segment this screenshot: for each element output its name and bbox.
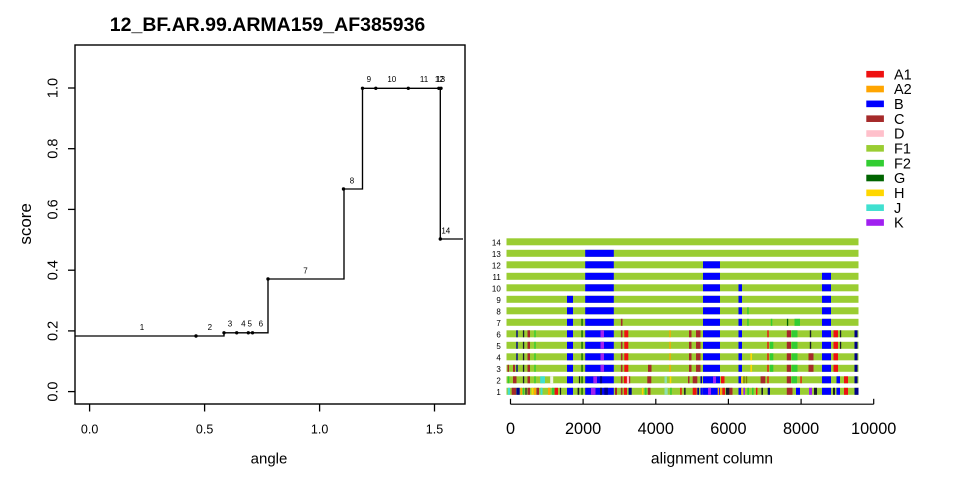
svg-text:12_BF.AR.99.ARMA159_AF385936: 12_BF.AR.99.ARMA159_AF385936 — [110, 14, 426, 36]
svg-text:2: 2 — [208, 323, 213, 332]
svg-text:0.6: 0.6 — [46, 199, 62, 219]
svg-text:1: 1 — [140, 323, 145, 332]
svg-text:11: 11 — [492, 273, 501, 282]
svg-text:9: 9 — [496, 296, 501, 305]
svg-text:F1: F1 — [894, 142, 911, 158]
svg-text:5: 5 — [247, 319, 252, 328]
svg-text:3: 3 — [228, 319, 233, 328]
svg-text:12: 12 — [435, 75, 444, 84]
svg-text:8: 8 — [350, 177, 355, 186]
svg-text:14: 14 — [441, 227, 450, 236]
svg-text:8000: 8000 — [783, 420, 819, 438]
svg-text:12: 12 — [492, 262, 501, 271]
svg-text:alignment column: alignment column — [651, 451, 773, 468]
svg-text:G: G — [894, 171, 905, 187]
svg-text:score: score — [16, 203, 35, 245]
svg-text:C: C — [894, 112, 904, 128]
svg-text:14: 14 — [492, 239, 501, 248]
svg-text:7: 7 — [303, 267, 308, 276]
svg-text:13: 13 — [436, 75, 445, 84]
svg-text:A2: A2 — [894, 82, 912, 98]
svg-text:3: 3 — [496, 365, 501, 374]
svg-text:1.0: 1.0 — [311, 423, 328, 437]
svg-text:0.8: 0.8 — [46, 139, 62, 159]
svg-text:F2: F2 — [894, 156, 911, 172]
svg-text:10000: 10000 — [851, 420, 896, 438]
svg-text:6000: 6000 — [710, 420, 746, 438]
svg-text:A1: A1 — [894, 67, 912, 83]
svg-text:0.0: 0.0 — [46, 382, 62, 402]
svg-text:0.2: 0.2 — [46, 321, 62, 341]
svg-text:1: 1 — [496, 388, 501, 397]
svg-text:0.0: 0.0 — [81, 423, 98, 437]
svg-text:0.5: 0.5 — [196, 423, 213, 437]
svg-text:5: 5 — [496, 342, 501, 351]
svg-text:7: 7 — [496, 319, 501, 328]
svg-text:11: 11 — [420, 75, 429, 84]
svg-text:K: K — [894, 216, 904, 232]
svg-text:1.0: 1.0 — [46, 78, 62, 98]
svg-text:10: 10 — [492, 285, 501, 294]
svg-text:1.5: 1.5 — [426, 423, 443, 437]
svg-text:8: 8 — [496, 308, 501, 317]
svg-text:H: H — [894, 186, 904, 202]
svg-text:10: 10 — [387, 75, 396, 84]
svg-text:J: J — [894, 201, 901, 217]
svg-text:B: B — [894, 97, 904, 113]
svg-text:4: 4 — [241, 319, 246, 328]
svg-text:6: 6 — [496, 331, 501, 340]
svg-text:13: 13 — [492, 250, 501, 259]
svg-text:2: 2 — [496, 377, 501, 386]
svg-text:9: 9 — [367, 75, 372, 84]
svg-text:D: D — [894, 127, 904, 143]
svg-text:4000: 4000 — [638, 420, 674, 438]
svg-text:6: 6 — [259, 319, 264, 328]
svg-text:2000: 2000 — [565, 420, 601, 438]
svg-text:4: 4 — [496, 354, 501, 363]
svg-text:0.4: 0.4 — [46, 260, 62, 280]
svg-text:0: 0 — [506, 420, 515, 438]
svg-text:angle: angle — [251, 450, 288, 467]
